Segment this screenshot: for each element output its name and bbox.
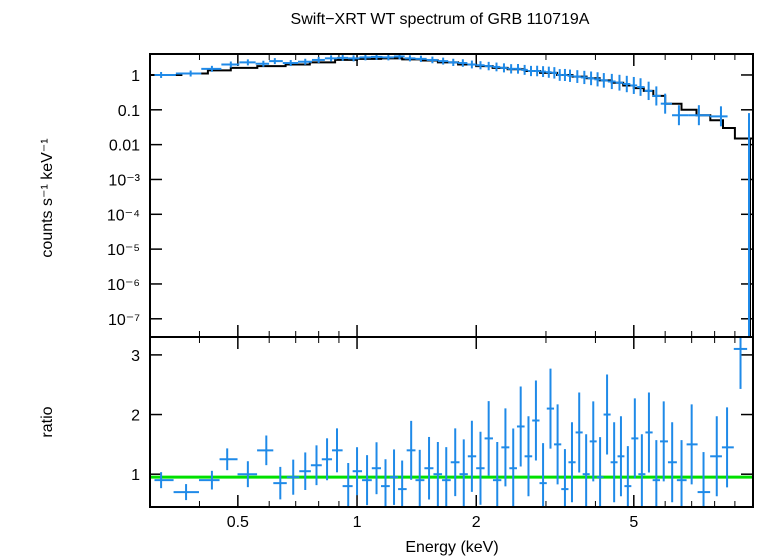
top-ytick-label: 10⁻⁴	[107, 207, 140, 224]
top-ytick-label: 10⁻⁷	[108, 312, 140, 329]
top-ytick-label: 0.01	[109, 138, 140, 155]
top-panel-ylabel: counts s⁻¹ keV⁻¹	[39, 138, 56, 257]
bottom-ytick-label: 2	[131, 408, 140, 425]
spectrum-panel: 1 0.1 0.01 10⁻³ 10⁻⁴ 10⁻⁵ 10⁻⁶ 10⁻⁷	[107, 53, 753, 337]
top-ytick-label: 10⁻⁶	[107, 277, 140, 294]
bottom-ytick-label: 3	[131, 348, 140, 365]
xtick-label: 2	[472, 514, 481, 531]
top-ytick-label: 10⁻³	[108, 172, 140, 189]
xtick-label: 0.5	[227, 514, 249, 531]
top-ytick-label: 1	[131, 68, 140, 85]
model-step-line	[150, 57, 753, 140]
bottom-panel-ylabel: ratio	[39, 406, 56, 437]
x-axis-label: Energy (keV)	[405, 539, 498, 556]
xtick-label: 1	[353, 514, 362, 531]
bottom-ytick-label: 1	[131, 467, 140, 484]
ratio-panel: 1 2 3 0.5 1 2 5	[131, 337, 753, 531]
top-ytick-label: 10⁻⁵	[107, 242, 140, 259]
bottom-panel-frame	[149, 336, 754, 508]
top-ytick-label: 0.1	[118, 103, 140, 120]
xtick-label: 5	[629, 514, 638, 531]
chart-title: Swift−XRT WT spectrum of GRB 110719A	[291, 11, 590, 28]
